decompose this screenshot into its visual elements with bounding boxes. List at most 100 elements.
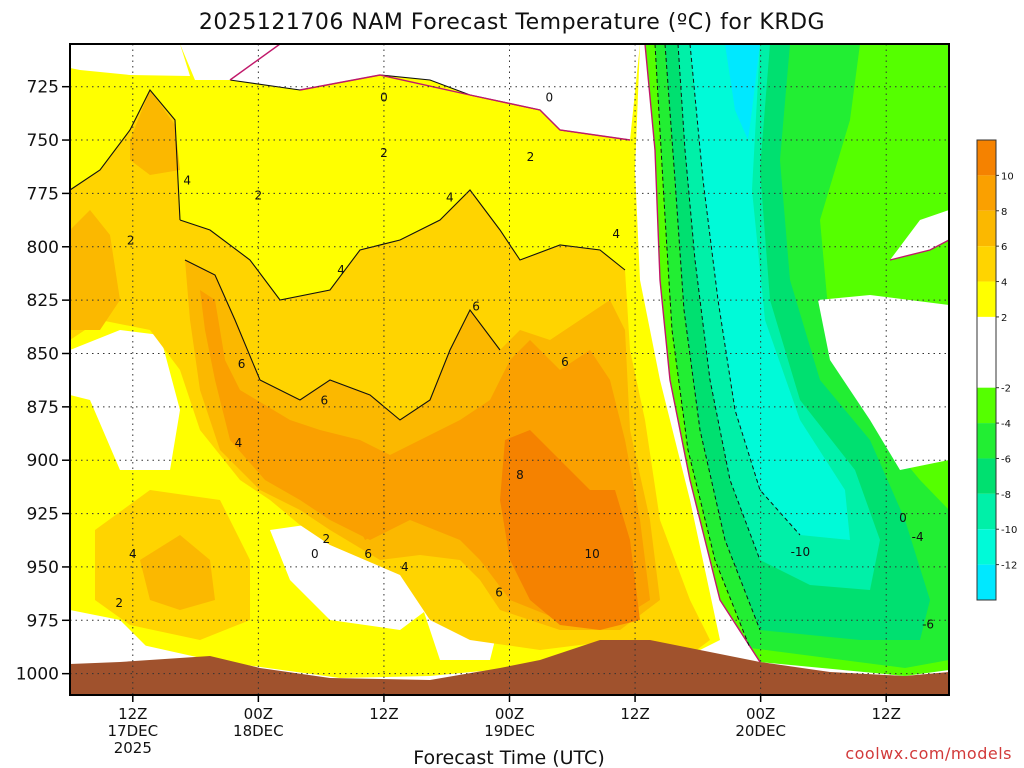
y-tick-label: 850 (27, 344, 59, 364)
colorbar-label: 10 (1001, 171, 1014, 182)
contour-label: -4 (912, 530, 924, 544)
y-tick-label: 950 (27, 558, 59, 578)
x-tick-label: 17DEC (107, 722, 158, 740)
contour-line-0-far-right (889, 239, 950, 261)
credit-text: coolwx.com/models (845, 744, 1012, 763)
colorbar-label: 2 (1001, 313, 1007, 324)
contour-line-0-top (229, 43, 281, 81)
colorbar-label: -2 (1001, 384, 1011, 395)
x-tick-label: 00Z (746, 705, 775, 723)
fill-zero-band (818, 295, 949, 470)
colorbar-band (977, 493, 996, 530)
colorbar-band (977, 140, 996, 176)
fill-plus10-small (355, 505, 385, 540)
x-tick-label: 12Z (118, 705, 147, 723)
contour-label: 6 (238, 357, 246, 371)
x-tick-label: 12Z (620, 705, 649, 723)
contour-label: 6 (495, 586, 503, 600)
contour-line-minus4 (664, 43, 761, 631)
y-tick-label: 875 (27, 398, 59, 418)
contour-label: 8 (516, 468, 524, 482)
fill-minus10 (690, 44, 850, 540)
y-tick-label: 900 (27, 451, 59, 471)
contour-label: 4 (401, 560, 409, 574)
y-tick-label: 825 (27, 291, 59, 311)
fill-white-left-mid (70, 330, 180, 470)
colorbar-label: -6 (1001, 454, 1011, 465)
contour-label: 6 (320, 393, 328, 407)
contour-label: 6 (364, 547, 372, 561)
fill-white-upper (230, 44, 640, 140)
contour-lines-zero (229, 43, 950, 663)
x-tick-label: 00Z (244, 705, 273, 723)
colorbar-label: 6 (1001, 242, 1007, 253)
x-tick-label: 19DEC (484, 722, 535, 740)
y-tick-label: 725 (27, 78, 59, 98)
y-tick-label: 1000 (16, 665, 59, 685)
contour-label: 0 (899, 511, 907, 525)
y-axis: 725 750 775 800 825 850 875 900 925 950 975 1000 (16, 78, 70, 685)
contour-label: 2 (255, 189, 263, 203)
contour-label: 2 (323, 532, 331, 546)
colorbar-label: -8 (1001, 490, 1011, 501)
x-axis-label: Forecast Time (UTC) (413, 747, 604, 768)
gridlines (70, 44, 949, 695)
contour-label: 0 (380, 90, 388, 104)
y-tick-label: 750 (27, 131, 59, 151)
x-tick-label: 2025 (114, 739, 152, 757)
colorbar-band (977, 387, 996, 424)
fill-white-low-mid (270, 520, 440, 630)
colorbar-border (976, 139, 997, 601)
colorbar-band (977, 281, 996, 317)
contour-label: 4 (235, 436, 243, 450)
contour-label: -6 (922, 618, 934, 632)
contour-label: -10 (791, 545, 811, 559)
terrain-surface (70, 640, 949, 695)
contour-line-2-upper (69, 89, 181, 221)
fill-white-bottom-left (70, 610, 150, 660)
contour-line-minus8 (689, 43, 801, 536)
contour-label: 4 (129, 547, 137, 561)
colorbar-band (977, 423, 996, 459)
contour-label: 2 (127, 233, 135, 247)
colorbar-band (977, 246, 996, 282)
contour-label: 4 (183, 174, 191, 188)
fill-minus12 (725, 44, 760, 140)
y-tick-label: 925 (27, 505, 59, 525)
colorbar-band (977, 458, 996, 494)
chart-title: 2025121706 NAM Forecast Temperature (ºC)… (199, 10, 825, 35)
contour-line-0-upper (299, 74, 631, 141)
colorbar-label: 8 (1001, 207, 1007, 218)
x-tick-label: 00Z (495, 705, 524, 723)
colorbar-label: -4 (1001, 419, 1011, 430)
colorbar-band (977, 564, 996, 600)
y-tick-label: 800 (27, 238, 59, 258)
contour-label: 4 (612, 227, 620, 241)
temperature-fills (70, 44, 949, 678)
colorbar-label: -10 (1001, 525, 1017, 536)
contour-label: 4 (446, 191, 454, 205)
contour-label: 2 (527, 150, 535, 164)
fill-plus6-lowleft (140, 535, 215, 610)
colorbar-band (977, 210, 996, 247)
y-tick-label: 775 (27, 184, 59, 204)
x-tick-label: 18DEC (233, 722, 284, 740)
fill-white-upper-left (70, 44, 190, 76)
colorbar-band (977, 529, 996, 565)
contour-line-0-right (644, 43, 761, 663)
contour-label: 2 (115, 596, 123, 610)
colorbar-label: 4 (1001, 278, 1007, 289)
contour-label: 4 (337, 263, 345, 277)
contour-line-6-mid (184, 259, 501, 421)
contour-label: 0 (545, 90, 553, 104)
contour-label: 2 (380, 146, 388, 160)
contour-lines-cold (654, 43, 801, 649)
contour-label: 6 (561, 355, 569, 369)
fill-plus10 (500, 430, 640, 630)
contour-label: 0 (311, 547, 319, 561)
x-tick-label: 12Z (369, 705, 398, 723)
